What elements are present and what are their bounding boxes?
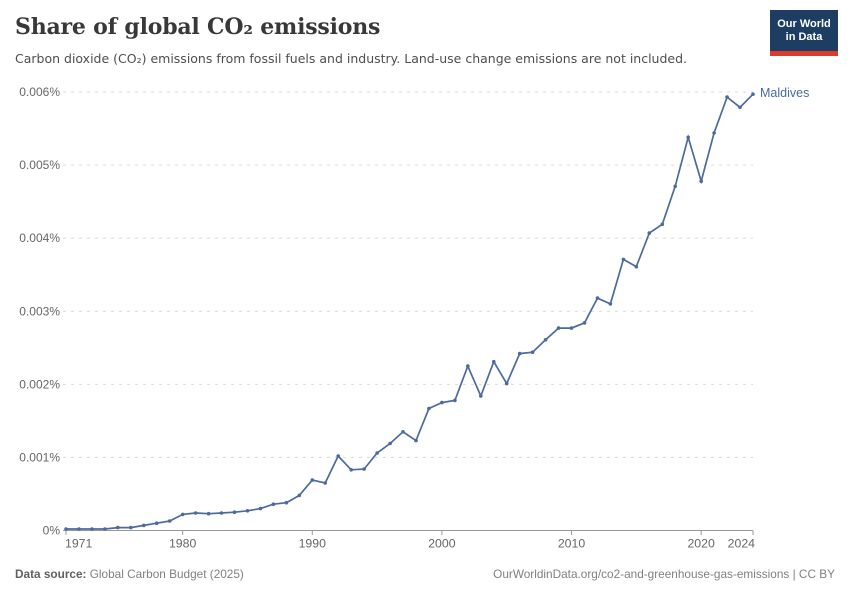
data-point-marker[interactable] — [154, 521, 159, 525]
y-axis-label: 0.005% — [19, 158, 60, 172]
y-axis-label: 0.004% — [19, 231, 60, 245]
data-point-marker[interactable] — [453, 398, 457, 403]
x-axis-label: 2000 — [428, 537, 456, 551]
data-point-marker[interactable] — [142, 523, 146, 528]
data-point-marker[interactable] — [543, 338, 548, 342]
data-point-marker[interactable] — [751, 92, 755, 96]
data-point-marker[interactable] — [440, 400, 444, 405]
data-point-marker[interactable] — [323, 481, 328, 485]
data-point-marker[interactable] — [258, 506, 263, 511]
data-point-marker[interactable] — [634, 264, 639, 269]
x-axis-label: 2020 — [687, 537, 715, 551]
x-axis-label: 1971 — [65, 537, 93, 551]
owid-logo-line2: in Data — [785, 31, 823, 43]
data-source-value: Global Carbon Budget (2025) — [86, 567, 244, 581]
data-source-label: Data source: — [15, 567, 87, 581]
data-point-marker[interactable] — [530, 350, 535, 355]
data-point-marker[interactable] — [647, 231, 652, 235]
data-point-marker[interactable] — [414, 438, 418, 443]
data-point-marker[interactable] — [504, 381, 509, 386]
chart-footer: Data source: Global Carbon Budget (2025)… — [15, 567, 835, 581]
data-point-marker[interactable] — [427, 406, 431, 411]
data-point-marker[interactable] — [103, 527, 107, 531]
data-point-marker[interactable] — [388, 441, 392, 446]
data-point-marker[interactable] — [660, 222, 665, 227]
data-point-marker[interactable] — [375, 451, 379, 455]
y-axis-label: 0.002% — [19, 377, 60, 391]
data-point-marker[interactable] — [479, 394, 483, 398]
data-point-marker[interactable] — [466, 364, 470, 368]
data-point-marker[interactable] — [219, 511, 224, 515]
data-point-marker[interactable] — [64, 527, 68, 531]
x-axis-label: 2024 — [728, 537, 756, 551]
data-point-marker[interactable] — [595, 296, 600, 300]
data-point-marker[interactable] — [738, 105, 742, 110]
y-axis-label: 0% — [43, 524, 61, 538]
data-point-marker[interactable] — [77, 527, 81, 531]
data-point-marker[interactable] — [362, 467, 366, 471]
x-axis-label: 2010 — [558, 537, 586, 551]
owid-logo: Our World in Data — [770, 10, 838, 56]
x-axis-label: 1980 — [169, 537, 197, 551]
data-point-marker[interactable] — [180, 512, 185, 517]
chart-subtitle: Carbon dioxide (CO₂) emissions from foss… — [15, 51, 688, 66]
data-point-marker[interactable] — [401, 430, 405, 434]
data-point-marker[interactable] — [129, 525, 133, 530]
data-point-marker[interactable] — [686, 135, 690, 140]
data-point-marker[interactable] — [245, 509, 250, 513]
data-point-marker[interactable] — [569, 326, 574, 330]
data-point-marker[interactable] — [582, 321, 587, 325]
y-axis-label: 0.006% — [19, 85, 60, 99]
data-point-marker[interactable] — [284, 500, 289, 505]
data-point-marker[interactable] — [167, 519, 172, 523]
series-label-maldives[interactable]: Maldives — [760, 86, 810, 101]
data-point-marker[interactable] — [297, 493, 302, 498]
data-point-marker[interactable] — [621, 257, 626, 262]
data-point-marker[interactable] — [90, 527, 94, 531]
page-title: Share of global CO₂ emissions — [15, 14, 381, 40]
data-point-marker[interactable] — [116, 525, 120, 530]
y-axis-label: 0.001% — [19, 450, 60, 464]
data-point-marker[interactable] — [232, 510, 237, 514]
y-axis-label: 0.003% — [19, 304, 60, 318]
data-point-marker[interactable] — [673, 184, 677, 189]
owid-logo-line1: Our World — [777, 18, 831, 30]
emissions-line[interactable] — [66, 93, 754, 530]
credit-link[interactable]: OurWorldinData.org/co2-and-greenhouse-ga… — [493, 567, 835, 581]
data-point-marker[interactable] — [517, 351, 522, 356]
data-source-note: Data source: Global Carbon Budget (2025) — [15, 567, 244, 581]
data-point-marker[interactable] — [193, 511, 198, 515]
data-point-marker[interactable] — [725, 95, 729, 99]
data-point-marker[interactable] — [336, 454, 341, 458]
data-point-marker[interactable] — [206, 511, 211, 516]
data-point-marker[interactable] — [556, 326, 561, 330]
data-point-marker[interactable] — [271, 502, 276, 507]
data-point-marker[interactable] — [712, 131, 716, 135]
data-point-marker[interactable] — [699, 179, 703, 183]
data-point-marker[interactable] — [492, 359, 496, 364]
data-point-marker[interactable] — [310, 478, 315, 482]
x-axis-label: 1990 — [299, 537, 327, 551]
data-point-marker[interactable] — [608, 302, 613, 306]
data-point-marker[interactable] — [349, 468, 354, 472]
